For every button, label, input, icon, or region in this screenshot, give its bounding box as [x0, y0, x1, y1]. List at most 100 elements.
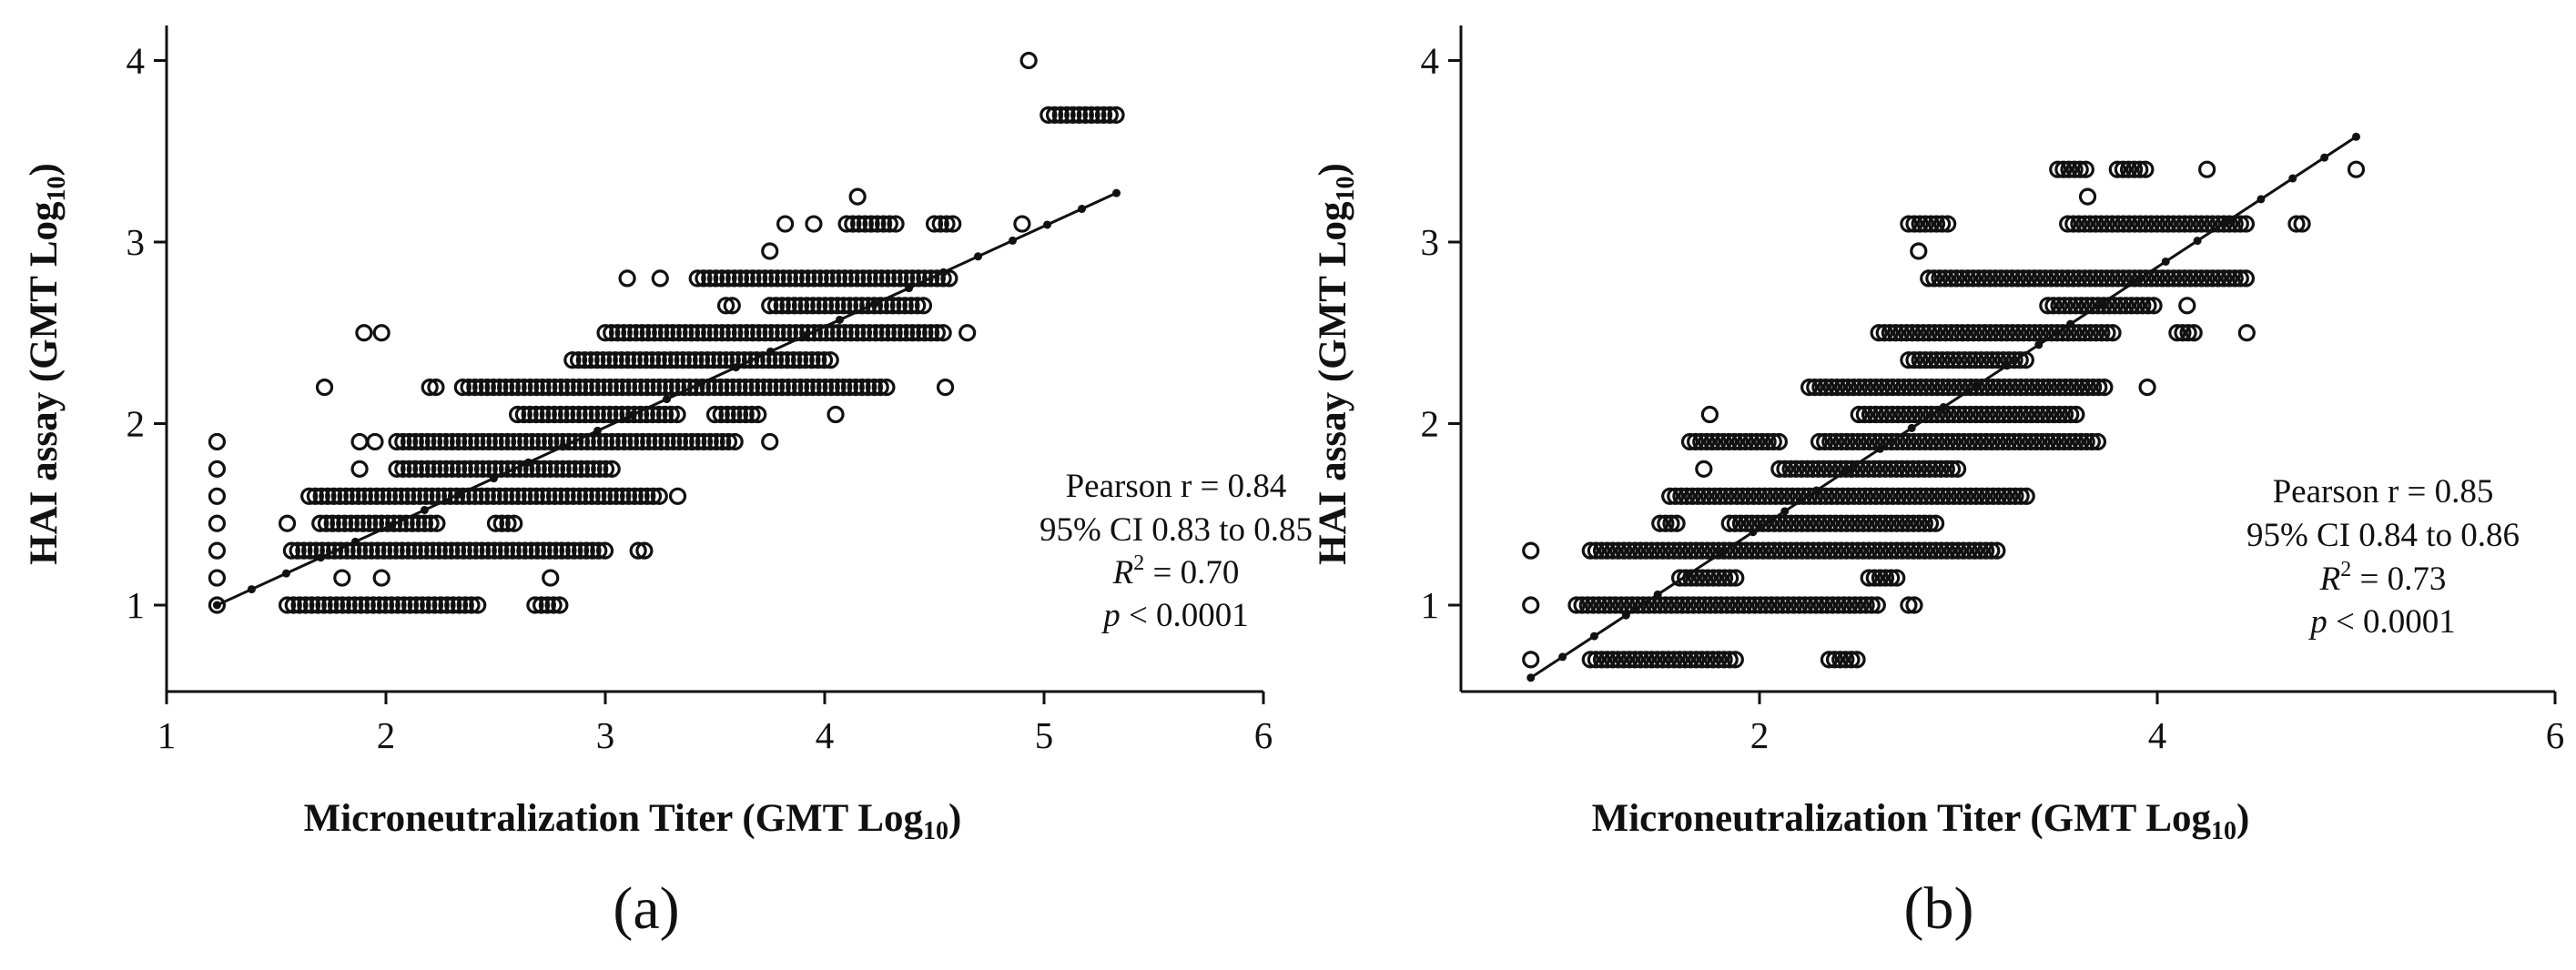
panel-b-data-point [1867, 405, 1885, 424]
panel-b-data-point [2012, 379, 2030, 397]
panel-b-x-tick-label: 2 [1750, 714, 1770, 756]
panel-b-data-point [2104, 324, 2122, 342]
panel-a-data-point [589, 379, 607, 397]
panel-b-data-point [1899, 432, 1918, 451]
panel-b-data-point [1681, 541, 1699, 560]
panel-b-data-point [1964, 324, 1983, 342]
panel-b-data-point [2154, 215, 2172, 233]
panel-a-data-point [619, 487, 638, 505]
panel-b-data-point [2061, 297, 2079, 315]
panel-b-data-point [1871, 514, 1890, 532]
panel-b-data-point [2005, 432, 2023, 451]
panel-b-data-point [1701, 596, 1719, 614]
panel-a-data-point [635, 541, 654, 560]
panel-a-data-point [321, 596, 340, 614]
panel-a-data-point [786, 379, 804, 397]
panel-a-data-point [326, 541, 344, 560]
panel-b-fit-marker [2352, 132, 2360, 141]
panel-b-data-point [1900, 405, 1918, 424]
panel-a-data-point [510, 541, 528, 560]
panel-b-data-point [1944, 351, 1962, 369]
panel-b-data-point [1810, 460, 1828, 478]
panel-a-data-point [460, 379, 478, 397]
panel-a-data-point [860, 269, 878, 288]
panel-a-data-point [479, 541, 497, 560]
panel-b-data-point [1673, 596, 1691, 614]
panel-b-data-point [1815, 460, 1833, 478]
panel-a-data-point [284, 596, 302, 614]
panel-b-data-point [2147, 215, 2166, 233]
panel-b-data-point [2209, 269, 2227, 288]
panel-a-data-point [466, 379, 484, 397]
panel-a-data-point [766, 351, 785, 369]
panel-b-data-point [1875, 324, 1893, 342]
panel-a-data-point [780, 269, 799, 288]
panel-a-data-point [667, 351, 686, 369]
panel-a-data-point [588, 405, 606, 424]
panel-b-data-point [1865, 541, 1883, 560]
panel-b-data-point [1712, 596, 1730, 614]
panel-b-data-point [1889, 487, 1908, 505]
panel-b-data-point [1620, 541, 1638, 560]
panel-a-data-point [438, 596, 456, 614]
panel-a-data-point [1089, 106, 1107, 124]
panel-b-data-point [1866, 432, 1884, 451]
panel-b-data-point [1931, 269, 1949, 288]
panel-b-data-point [1927, 215, 1946, 233]
panel-b-data-point [1720, 514, 1739, 532]
panel-a-data-point [718, 405, 736, 424]
panel-a-data-point [413, 596, 431, 614]
panel-b-data-point [1871, 541, 1890, 560]
panel-b-data-point [1609, 651, 1628, 669]
panel-b-data-point [1939, 405, 1957, 424]
panel-a-data-point [497, 541, 516, 560]
panel-b-data-point [1587, 541, 1605, 560]
panel-a-data-point [775, 324, 793, 342]
panel-b-data-point [1970, 324, 1988, 342]
panel-b-data-point [1815, 541, 1833, 560]
panel-b-data-point [2347, 160, 2366, 178]
panel-a-data-point [529, 460, 547, 478]
panel-a-data-point [1013, 215, 1031, 233]
panel-b-data-point [1892, 460, 1912, 478]
panel-a-data-point [633, 324, 652, 342]
panel-b-data-point [1922, 487, 1941, 505]
panel-b-data-point [1709, 569, 1729, 587]
panel-a-data-point [437, 432, 455, 451]
panel-b-data-point [1772, 487, 1790, 505]
panel-a-data-point [640, 432, 658, 451]
panel-b-fit-marker [2288, 174, 2297, 183]
panel-a-data-point [742, 379, 761, 397]
panel-a-data-point [847, 379, 865, 397]
panel-b-data-point [1983, 379, 2003, 397]
panel-a-data-point [618, 351, 637, 369]
panel-a-data-point [639, 324, 657, 342]
panel-b-data-point [1973, 405, 1991, 424]
panel-b-data-point [2165, 269, 2183, 288]
panel-b-data-point [1905, 405, 1924, 424]
panel-b-data-point [1692, 432, 1710, 451]
panel-a-data-point [931, 215, 949, 233]
panel-a-data-point [603, 324, 621, 342]
panel-b-data-point [1844, 379, 1863, 397]
panel-a-data-point [650, 379, 668, 397]
panel-a-fit-marker [523, 458, 532, 467]
panel-b-data-point [1932, 541, 1951, 560]
panel-a-fit-marker [766, 347, 775, 356]
panel-b-pearson-r: Pearson r = 0.85 [2273, 473, 2494, 510]
panel-b-data-point [2061, 432, 2079, 451]
panel-a-data-point [350, 487, 368, 505]
panel-a-fit-marker [905, 284, 914, 293]
panel-b-data-point [1916, 432, 1934, 451]
panel-a-data-point [719, 432, 738, 451]
panel-b-data-point [1748, 432, 1766, 451]
panel-b-data-point [1733, 487, 1751, 505]
panel-b-data-point [2023, 379, 2041, 397]
panel-a-data-point [643, 351, 662, 369]
panel-b-data-point [1803, 460, 1822, 478]
panel-a-data-point [725, 405, 743, 424]
panel-a-data-point [565, 541, 583, 560]
panel-b-data-point [1955, 351, 1973, 369]
panel-a-data-point [908, 297, 927, 315]
panel-a-data-point [614, 487, 632, 505]
